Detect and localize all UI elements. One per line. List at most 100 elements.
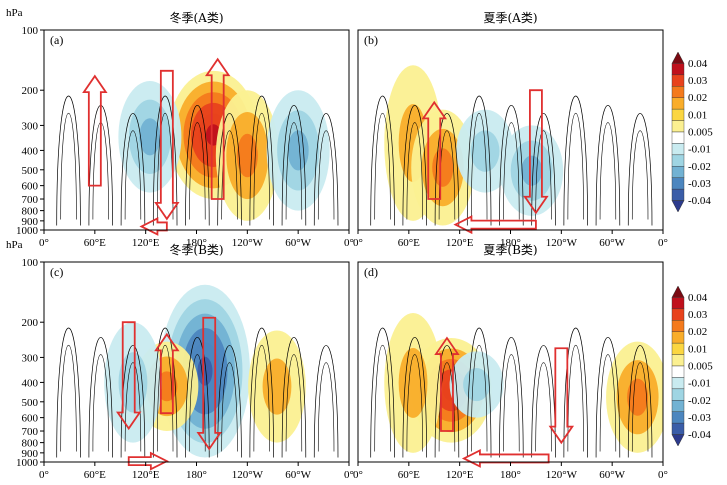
x-tick-label: 0° <box>658 469 668 481</box>
colorbar-tick-label: -0.04 <box>688 429 711 441</box>
colorbar-cell <box>671 434 685 447</box>
colorbar-1: 0.04 0.03 0.02 0.01 0.005 -0.01 -0.02 -0.03 -0.0… <box>671 51 713 213</box>
streamline <box>374 344 391 452</box>
streamline <box>221 130 238 220</box>
streamline <box>185 105 210 226</box>
colorbar-tick-label: 0.03 <box>688 309 708 321</box>
x-tick-label: 120°E <box>132 237 160 249</box>
streamline <box>88 337 113 458</box>
circulation-arrow-up <box>421 100 447 200</box>
circulation-arrow-up <box>204 57 231 200</box>
shading-region <box>398 348 428 418</box>
circulation-arrow-up <box>154 332 180 415</box>
streamline <box>313 113 339 226</box>
x-tick-label: 120°W <box>546 469 578 481</box>
circulation-arrow-up <box>82 74 108 187</box>
colorbar-tick-label: 0.01 <box>688 343 707 355</box>
streamline <box>60 344 77 452</box>
colorbar-cell <box>671 154 685 167</box>
x-tick-label: 60°E <box>84 469 106 481</box>
colorbar-tick-label: 0.04 <box>688 292 708 304</box>
y-tick-label: 100 <box>22 25 39 37</box>
x-tick-label: 120°W <box>546 237 578 249</box>
streamline <box>434 345 460 458</box>
streamline <box>370 95 395 226</box>
colorbar-tick-label: 0.02 <box>688 92 707 104</box>
streamline <box>563 327 588 458</box>
panel-c: 冬季(B类)(c)hPa1002003004005006007008009001… <box>6 239 354 481</box>
x-tick-label: 120°E <box>446 237 474 249</box>
colorbar-cell <box>671 308 685 321</box>
streamline <box>120 113 146 226</box>
colorbar-tick-label: 0.04 <box>688 58 708 70</box>
streamline <box>60 112 77 220</box>
streamline <box>152 95 178 226</box>
y-tick-label: 1000 <box>16 457 39 469</box>
colorbar-cell <box>671 188 685 201</box>
y-tick-label: 800 <box>22 438 39 450</box>
y-tick-label: 900 <box>22 448 39 460</box>
streamline <box>499 337 524 458</box>
streamline <box>499 105 524 226</box>
y-tick-label: 800 <box>22 206 39 218</box>
streamline <box>56 327 81 458</box>
streamline <box>374 112 391 220</box>
x-tick-label: 180° <box>186 237 207 249</box>
x-tick-label: 0° <box>658 237 668 249</box>
streamline <box>631 362 649 452</box>
shading-region <box>627 378 649 416</box>
colorbar-tick-label: -0.01 <box>688 144 711 156</box>
x-tick-label: 0° <box>39 469 49 481</box>
x-tick-label: 60°W <box>285 237 311 249</box>
panel-title: 冬季(A类) <box>169 10 223 25</box>
streamline <box>281 105 307 226</box>
colorbar-tick-label: 0.005 <box>688 127 713 139</box>
y-tick-label: 700 <box>22 194 39 206</box>
streamline <box>317 362 335 452</box>
panel-label: (d) <box>364 265 378 279</box>
streamline <box>249 95 274 226</box>
y-tick-label: 200 <box>22 317 39 329</box>
streamline <box>317 130 335 220</box>
streamline <box>535 362 552 452</box>
shading-region <box>236 133 258 178</box>
streamline <box>253 344 270 452</box>
streamline <box>221 362 238 452</box>
colorbar-cell <box>671 285 685 298</box>
streamline <box>249 327 274 458</box>
y-tick-label: 900 <box>22 216 39 228</box>
colorbar-tick-label: -0.03 <box>688 178 711 190</box>
streamline <box>567 112 584 220</box>
circulation-arrow-down <box>154 69 180 221</box>
x-tick-label: 60°W <box>599 237 625 249</box>
x-tick-label: 60°E <box>398 237 420 249</box>
streamline <box>531 113 556 226</box>
streamline <box>438 362 456 452</box>
streamline <box>281 337 307 458</box>
streamline <box>627 113 653 226</box>
streamline <box>466 327 492 458</box>
colorbar-tick-label: -0.01 <box>688 378 711 390</box>
streamline <box>595 337 621 458</box>
shading-region <box>521 155 543 186</box>
circulation-arrow-down <box>116 321 142 431</box>
colorbar-tick-label: -0.02 <box>688 161 711 173</box>
streamline <box>535 130 552 220</box>
x-tick-label: 180° <box>500 469 521 481</box>
circulation-arrow-down <box>196 316 222 451</box>
streamline <box>466 95 492 226</box>
colorbar-cell <box>671 63 685 76</box>
streamline <box>185 337 210 458</box>
colorbar-cell <box>671 320 685 332</box>
colorbar-2: 0.04 0.03 0.02 0.01 0.005 -0.01 -0.02 -0.03 -0.0… <box>671 285 713 447</box>
y-tick-label: 500 <box>22 397 39 409</box>
x-tick-label: 60°E <box>398 469 420 481</box>
shading-region <box>287 130 309 171</box>
circulation-arrow-down <box>548 347 575 445</box>
streamline <box>470 112 488 220</box>
panel-label: (c) <box>50 265 63 279</box>
x-tick-label: 0° <box>353 469 363 481</box>
y-tick-label: 600 <box>22 413 39 425</box>
colorbar-tick-label: -0.03 <box>688 412 711 424</box>
